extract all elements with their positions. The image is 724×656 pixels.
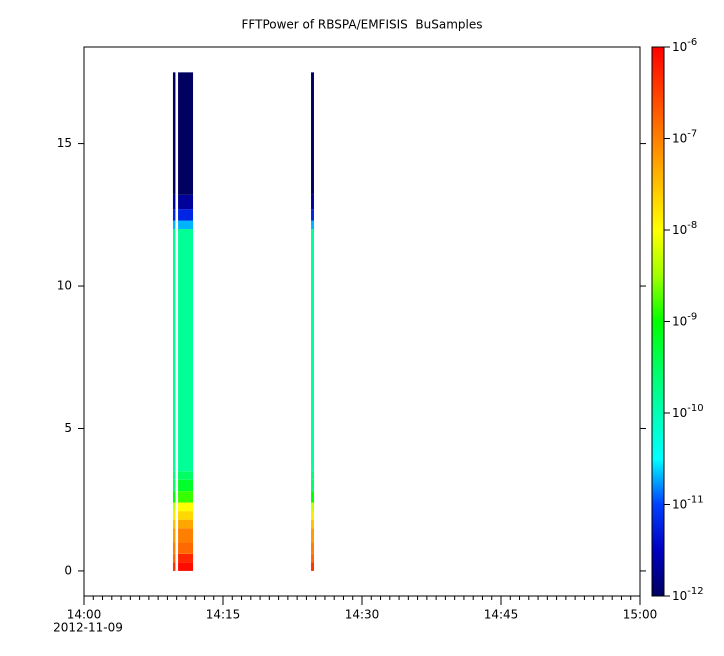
spectrogram-cell [311, 479, 314, 492]
spectrogram-cell [311, 562, 314, 571]
colorbar-tick-base: 10 [672, 40, 687, 54]
colorbar-tick-exponent: -11 [687, 495, 703, 506]
spectrogram-cell [172, 502, 176, 512]
spectrogram-cell [311, 519, 314, 529]
y-tick-label: 15 [57, 136, 72, 150]
colorbar-tick-exponent: -9 [687, 312, 697, 323]
colorbar-tick-label: 10-11 [672, 495, 704, 512]
spectrogram-cell [178, 471, 194, 480]
spectrogram-cell [178, 528, 194, 543]
spectrogram-cell [172, 519, 176, 529]
colorbar-tick-label: 10-6 [672, 37, 697, 54]
spectrogram-cell [172, 471, 176, 480]
colorbar-tick-label: 10-9 [672, 312, 697, 329]
spectrogram-cell [311, 553, 314, 563]
spectrogram-cell [311, 502, 314, 512]
chart-title: FFTPower of RBSPA/EMFISIS BuSamples [242, 18, 483, 32]
spectrogram-cell [172, 542, 176, 554]
colorbar-tick-base: 10 [672, 131, 687, 145]
colorbar-tick-base: 10 [672, 589, 687, 603]
x-tick-label: 14:45 [484, 608, 519, 622]
spectrogram-cell [311, 229, 314, 472]
spectrogram-cell [311, 511, 314, 520]
spectrogram-cell [178, 542, 194, 554]
spectrogram-cell [311, 491, 314, 503]
y-tick-label: 10 [57, 279, 72, 293]
colorbar-tick-base: 10 [672, 406, 687, 420]
colorbar-tick-label: 10-10 [672, 403, 704, 420]
spectrogram-cell [311, 528, 314, 543]
spectrogram-cell [172, 528, 176, 543]
spectrogram-cell [178, 209, 194, 221]
spectrogram-cell [178, 491, 194, 503]
x-tick-label: 14:30 [345, 608, 380, 622]
spectrogram-cell [178, 72, 194, 195]
spectrogram-cell [178, 562, 194, 571]
colorbar-tick-base: 10 [672, 497, 687, 511]
spectrogram-cell [311, 194, 314, 210]
colorbar [651, 46, 665, 597]
x-tick-label: 14:15 [206, 608, 241, 622]
colorbar-tick-exponent: -10 [687, 403, 703, 414]
plot-frame [83, 46, 641, 597]
colorbar-tick-base: 10 [672, 223, 687, 237]
y-tick-label: 5 [64, 421, 72, 435]
colorbar-tick-exponent: -12 [687, 586, 703, 597]
spectrogram-cell [178, 553, 194, 563]
spectrogram-cell [311, 542, 314, 554]
spectrogram-cell [172, 209, 176, 221]
colorbar-tick-label: 10-7 [672, 129, 697, 146]
spectrogram-cell [178, 502, 194, 512]
spectrogram-cell [178, 479, 194, 492]
colorbar-tick-base: 10 [672, 314, 687, 328]
spectrogram-cell [178, 220, 194, 230]
spectrogram-cell [178, 229, 194, 472]
date-label: 2012-11-09 [53, 621, 123, 635]
spectrogram-cell [178, 519, 194, 529]
y-tick-label: 0 [64, 563, 72, 577]
spectrogram-cell [172, 511, 176, 520]
spectrogram-cell [311, 209, 314, 221]
colorbar-tick-label: 10-8 [672, 220, 697, 237]
spectrogram-cell [172, 562, 176, 571]
colorbar-tick-label: 10-12 [672, 586, 704, 603]
spectrogram-cell [172, 194, 176, 210]
spectrogram-cell [311, 72, 314, 195]
spectrogram-cell [172, 479, 176, 492]
spectrogram-cell [311, 220, 314, 230]
x-tick-label: 14:00 [67, 608, 102, 622]
spectrogram-cell [172, 553, 176, 563]
spectrogram-cell [311, 471, 314, 480]
spectrogram-cell [172, 72, 176, 195]
spectrogram-cell [178, 511, 194, 520]
spectrogram-cell [172, 220, 176, 230]
x-tick-label: 15:00 [623, 608, 658, 622]
colorbar-tick-exponent: -6 [687, 37, 697, 48]
spectrogram-cell [172, 491, 176, 503]
colorbar-tick-exponent: -8 [687, 220, 697, 231]
colorbar-tick-exponent: -7 [687, 129, 697, 140]
spectrogram-cell [178, 194, 194, 210]
spectrogram-cell [172, 229, 176, 472]
